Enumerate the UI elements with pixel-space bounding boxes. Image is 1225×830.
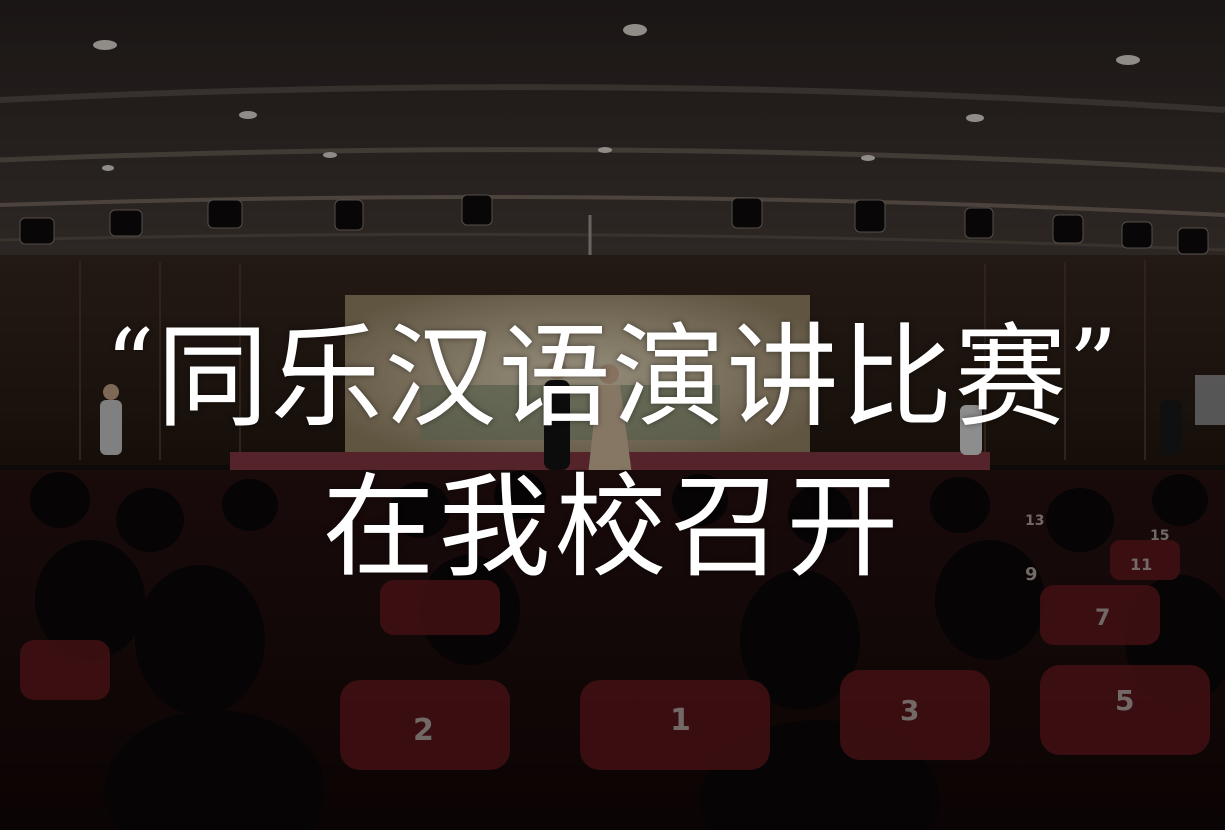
side-screen: [1195, 375, 1225, 425]
ceiling-beam: [0, 232, 1225, 252]
wall-panels: [79, 260, 1146, 460]
close-quote: ”: [1068, 309, 1120, 421]
seat-number: 11: [1130, 555, 1152, 574]
seat-number: 1: [670, 703, 691, 738]
seat-backs: [20, 540, 1210, 770]
seat-number: 13: [1025, 513, 1044, 529]
ceiling-beam: [0, 147, 1225, 173]
headline-line-2: 在我校召开: [322, 463, 903, 593]
open-quote: “: [105, 309, 157, 421]
seat-number: 9: [1025, 564, 1038, 585]
performers: [100, 360, 1182, 475]
ceiling-beam: [0, 195, 1225, 217]
seat-number: 2: [413, 713, 434, 748]
ceiling-lights: [93, 24, 1140, 171]
audience-heads: [30, 471, 1225, 830]
seat-number: 5: [1115, 684, 1134, 717]
seat-number: 15: [1150, 528, 1169, 544]
headline-title: 同乐汉语演讲比赛: [156, 313, 1069, 443]
seat-number: 3: [900, 694, 919, 727]
ceiling-beam: [0, 84, 1225, 113]
ceiling: [0, 0, 1225, 260]
seat-numbers: 2 1 3 5 7 9 11 13 15: [413, 513, 1169, 748]
spotlights: [19, 194, 1209, 255]
headline-line-1: “同乐汉语演讲比赛”: [0, 300, 1225, 443]
seat-number: 7: [1095, 606, 1110, 631]
